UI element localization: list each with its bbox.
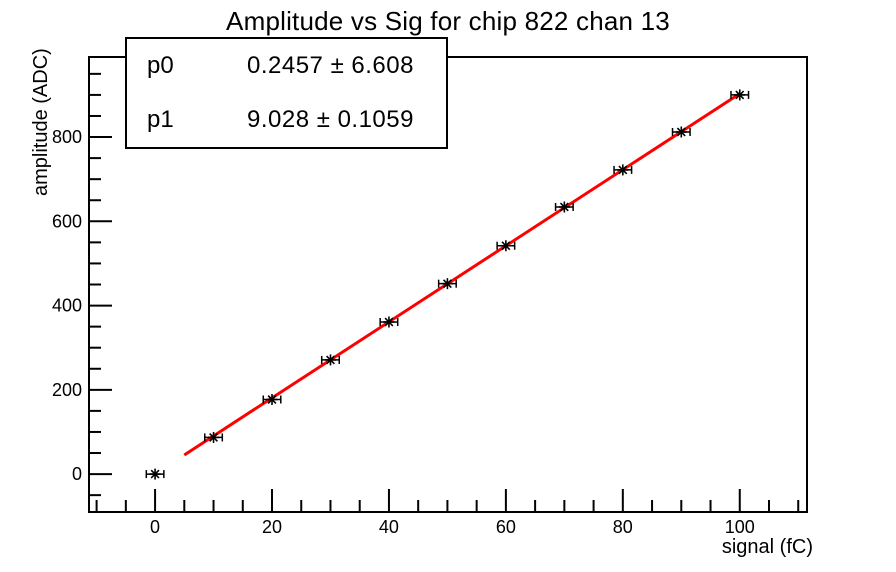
y-tick-label: 800 <box>52 127 82 147</box>
data-point-marker <box>735 90 745 100</box>
x-tick-label: 20 <box>262 517 282 537</box>
stats-param-name-p0: p0 <box>147 52 174 79</box>
data-point-marker <box>209 432 218 442</box>
y-tick-label: 600 <box>52 211 82 231</box>
data-point-marker <box>267 395 277 404</box>
data-point-marker <box>326 355 335 365</box>
data-point-marker <box>501 241 511 251</box>
stats-param-name-p1: p1 <box>147 106 174 133</box>
stats-param-value-p1: 9.028 ± 0.1059 <box>247 106 414 133</box>
data-point-marker <box>384 317 394 327</box>
y-tick-label: 200 <box>52 380 82 400</box>
x-tick-label: 80 <box>613 517 633 537</box>
y-tick-label: 400 <box>52 296 82 316</box>
data-point-marker <box>618 165 628 175</box>
stats-row-p0: p0 0.2457 ± 6.608 <box>127 52 446 80</box>
data-point-marker <box>676 127 686 137</box>
fit-stats-box: p0 0.2457 ± 6.608 p1 9.028 ± 0.1059 <box>125 37 448 149</box>
x-tick-label: 0 <box>150 517 160 537</box>
y-axis-title: amplitude (ADC) <box>30 48 52 196</box>
fit-line <box>183 92 741 457</box>
x-tick-label: 60 <box>496 517 516 537</box>
data-point-marker <box>150 469 160 479</box>
data-point-marker <box>559 202 569 212</box>
x-tick-label: 100 <box>725 517 755 537</box>
stats-param-value-p0: 0.2457 ± 6.608 <box>247 52 414 79</box>
y-tick-label: 0 <box>72 464 82 484</box>
chart-title: Amplitude vs Sig for chip 822 chan 13 <box>226 6 670 36</box>
x-axis-title: signal (fC) <box>721 536 813 558</box>
x-tick-label: 40 <box>379 517 399 537</box>
data-point-marker <box>442 279 452 289</box>
stats-row-p1: p1 9.028 ± 0.1059 <box>127 106 446 134</box>
